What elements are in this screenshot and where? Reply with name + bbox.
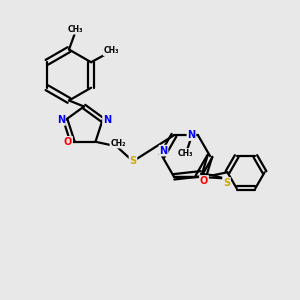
Text: CH₂: CH₂	[110, 139, 126, 148]
Text: S: S	[223, 178, 230, 188]
Text: CH₃: CH₃	[103, 46, 119, 55]
Text: N: N	[103, 115, 111, 125]
Text: O: O	[200, 176, 208, 186]
Text: N: N	[159, 146, 168, 156]
Text: N: N	[187, 130, 196, 140]
Text: CH₃: CH₃	[177, 149, 193, 158]
Text: CH₃: CH₃	[67, 25, 83, 34]
Text: S: S	[129, 156, 137, 166]
Text: N: N	[57, 115, 65, 125]
Text: O: O	[64, 137, 72, 147]
